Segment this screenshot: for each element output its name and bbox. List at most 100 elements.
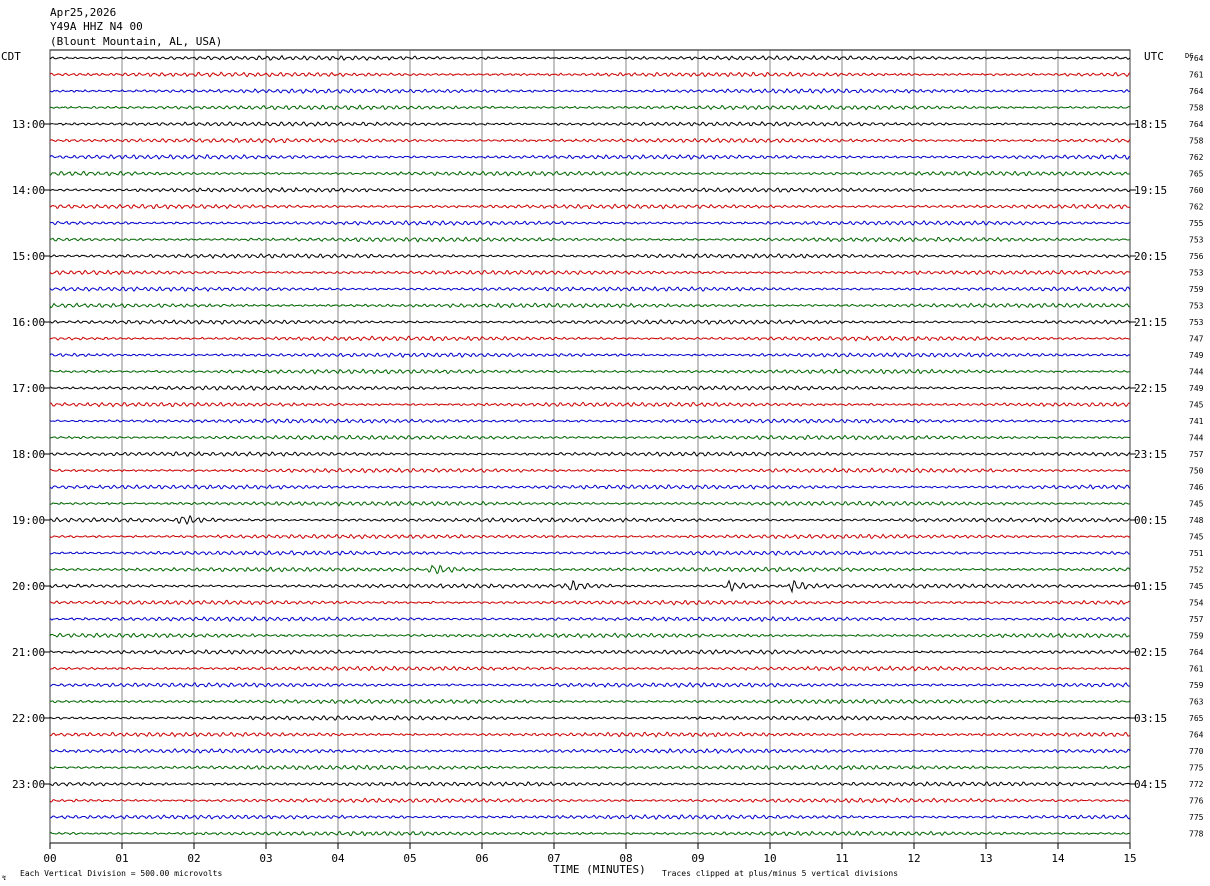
trace-26 [49,484,1131,490]
trace-31 [49,564,1131,575]
trace-22 [49,418,1131,424]
trace-3 [49,104,1131,111]
left-hour-label: 21:00 [12,646,45,659]
trace-24 [49,450,1131,458]
dc-offset-value: 764 [1189,120,1204,129]
trace-34 [49,615,1131,623]
trace-9 [49,203,1131,210]
dc-offset-value: 752 [1189,566,1204,575]
left-hour-label: 17:00 [12,382,45,395]
dc-offset-value: 757 [1189,615,1204,624]
x-tick-label: 06 [475,852,488,865]
dc-offset-value: 763 [1189,698,1204,707]
left-hour-label: 22:00 [12,712,45,725]
left-hour-label: 13:00 [12,118,45,131]
dc-offset-value: 749 [1189,351,1204,360]
trace-38 [49,681,1131,688]
left-hour-label: 23:00 [12,778,45,791]
trace-40 [49,715,1131,721]
trace-46 [49,814,1131,821]
trace-20 [49,385,1131,392]
trace-30 [49,550,1131,556]
x-tick-label: 14 [1051,852,1065,865]
dc-offset-value: 759 [1189,632,1204,641]
dc-offset-value: 746 [1189,483,1204,492]
time-grid [44,50,1136,849]
trace-19 [49,368,1131,375]
dc-offset-value: 764 [1189,54,1204,63]
right-hour-label: 02:15 [1134,646,1167,659]
dc-offset-value: 745 [1189,533,1204,542]
trace-39 [49,698,1131,705]
x-tick-label: 10 [763,852,776,865]
dc-offset-value: 764 [1189,731,1204,740]
right-hour-label: 04:15 [1134,778,1167,791]
dc-offset-value: 750 [1189,467,1204,476]
x-tick-label: 02 [187,852,200,865]
dc-offset-value: 753 [1189,318,1204,327]
right-hour-label: 23:15 [1134,448,1167,461]
plot-frame [49,49,1131,844]
left-axis-label: CDT [1,50,21,63]
dc-offset-value: 744 [1189,368,1204,377]
dc-offset-value: 748 [1189,516,1204,525]
trace-11 [49,236,1131,243]
dc-offset-value: 758 [1189,104,1204,113]
trace-6 [49,154,1131,160]
x-tick-label: 01 [115,852,128,865]
x-tick-label: 04 [331,852,345,865]
dc-offset-value: 755 [1189,219,1204,228]
dc-offset-value: 745 [1189,500,1204,509]
header-location: (Blount Mountain, AL, USA) [50,35,222,48]
dc-offset-value: 764 [1189,87,1204,96]
x-tick-label: 07 [547,852,560,865]
dc-offset-value: 765 [1189,714,1204,723]
dc-offset-value: 745 [1189,401,1204,410]
header-station: Y49A HHZ N4 00 [50,20,143,33]
trace-5 [49,137,1131,144]
right-hour-label: 18:15 [1134,118,1167,131]
trace-16 [49,319,1131,325]
dc-offset-value: 747 [1189,335,1204,344]
dc-offset-value: 744 [1189,434,1204,443]
dc-offset-value: 751 [1189,549,1204,558]
trace-32 [49,579,1131,594]
clip-note: Traces clipped at plus/minus 5 vertical … [662,869,898,878]
corner-mark: ↯ [2,874,6,882]
dc-offset-value: 741 [1189,417,1204,426]
right-hour-label: 00:15 [1134,514,1167,527]
left-hour-label: 19:00 [12,514,45,527]
trace-27 [49,500,1131,507]
trace-44 [49,781,1131,787]
dc-offset-value: 756 [1189,252,1204,261]
trace-12 [49,253,1131,260]
x-tick-label: 00 [43,852,56,865]
trace-37 [49,665,1131,672]
trace-4 [49,121,1131,127]
trace-47 [49,830,1131,837]
dc-offset-value: 762 [1189,153,1204,162]
trace-18 [49,352,1131,358]
header-date: Apr25,2026 [50,6,116,19]
trace-0 [49,54,1131,61]
dc-offset-value: 761 [1189,665,1204,674]
left-hour-label: 18:00 [12,448,45,461]
right-hour-label: 03:15 [1134,712,1167,725]
trace-group [49,54,1131,837]
dc-offset-value: 761 [1189,71,1204,80]
dc-offset-value: 753 [1189,269,1204,278]
trace-36 [49,649,1131,655]
dc-offset-value: 770 [1189,747,1204,756]
x-tick-label: 09 [691,852,704,865]
left-hour-label: 14:00 [12,184,45,197]
left-hour-label: 20:00 [12,580,45,593]
x-tick-label: 11 [835,852,848,865]
dc-offset-value: 749 [1189,384,1204,393]
dc-offset-value: 778 [1189,830,1204,839]
trace-2 [49,87,1131,94]
trace-15 [49,302,1131,309]
trace-33 [49,599,1131,606]
dc-offset-value: 764 [1189,648,1204,657]
trace-25 [49,467,1131,474]
dc-offset-value: 753 [1189,236,1204,245]
